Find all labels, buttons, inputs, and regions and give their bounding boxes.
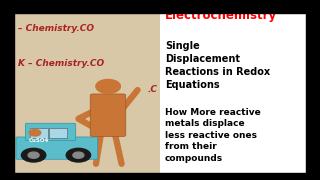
FancyBboxPatch shape xyxy=(16,137,98,159)
Text: How More reactive
metals displace
less reactive ones
from their
compounds: How More reactive metals displace less r… xyxy=(165,108,260,163)
Circle shape xyxy=(21,148,46,162)
Text: – Chemistry.CO: – Chemistry.CO xyxy=(18,24,93,33)
Text: Single
Displacement
Reactions in Redox
Equations: Single Displacement Reactions in Redox E… xyxy=(165,41,270,90)
Bar xyxy=(0,173,320,180)
Text: CuSO4: CuSO4 xyxy=(29,138,49,143)
Bar xyxy=(49,128,67,138)
Bar xyxy=(30,128,48,138)
Circle shape xyxy=(28,152,39,158)
Bar xyxy=(160,13,306,173)
Circle shape xyxy=(96,80,120,93)
Circle shape xyxy=(96,80,120,93)
Text: Electrochemistry: Electrochemistry xyxy=(165,9,277,22)
Bar xyxy=(0,0,320,13)
Text: .C: .C xyxy=(147,86,157,94)
Bar xyxy=(14,13,160,173)
FancyBboxPatch shape xyxy=(90,94,126,136)
Circle shape xyxy=(66,148,91,162)
Bar xyxy=(0,0,14,180)
Bar xyxy=(306,0,320,180)
FancyBboxPatch shape xyxy=(25,123,76,140)
Circle shape xyxy=(29,129,41,136)
Text: K – Chemistry.CO: K – Chemistry.CO xyxy=(18,58,104,68)
Circle shape xyxy=(73,152,84,158)
